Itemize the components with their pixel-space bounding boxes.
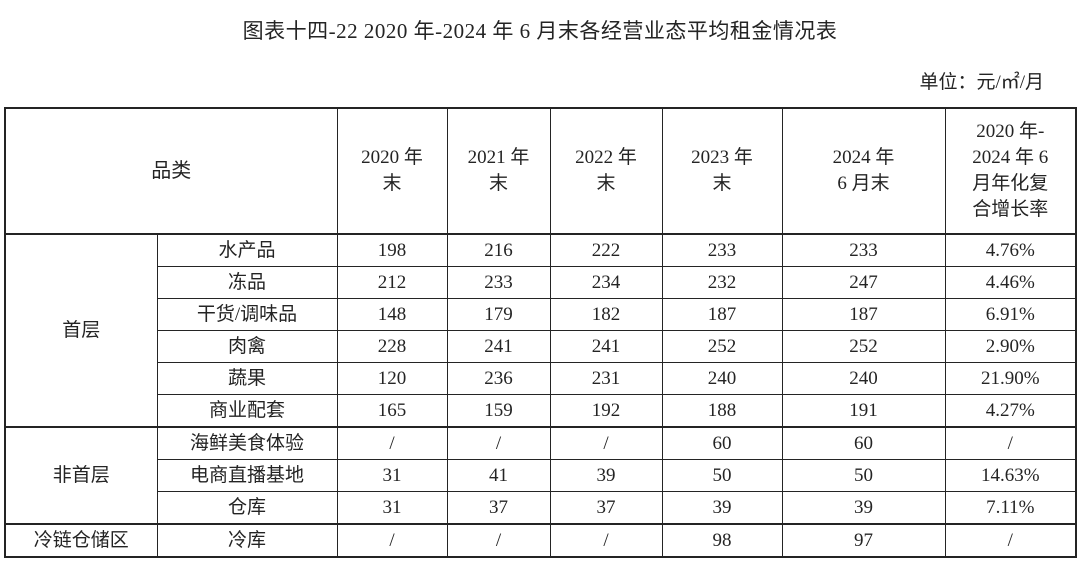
value-cell: 165 <box>336 394 448 428</box>
table-row: 仓库 31 37 37 39 39 7.11% <box>5 491 1077 525</box>
category-name: 仓库 <box>156 491 338 525</box>
header-row: 品类 2020 年 末 2021 年 末 2022 年 末 2023 年 末 2… <box>4 107 1077 235</box>
value-cell: 198 <box>336 233 448 267</box>
value-cell: 232 <box>661 266 783 299</box>
header-2020: 2020 年 末 <box>336 107 448 235</box>
value-cell: 187 <box>661 298 783 331</box>
value-cell: 234 <box>549 266 663 299</box>
value-cell: 188 <box>661 394 783 428</box>
value-cell: / <box>336 426 448 460</box>
table-row: 商业配套 165 159 192 188 191 4.27% <box>5 394 1077 428</box>
value-cell: 4.27% <box>944 394 1077 428</box>
value-cell: 31 <box>336 491 448 525</box>
value-cell: 98 <box>661 523 783 558</box>
value-cell: 50 <box>661 459 783 492</box>
value-cell: 179 <box>446 298 551 331</box>
value-cell: 41 <box>446 459 551 492</box>
header-2022: 2022 年 末 <box>549 107 663 235</box>
value-cell: 60 <box>781 426 946 460</box>
table-row: 蔬果 120 236 231 240 240 21.90% <box>5 362 1077 395</box>
value-cell: 240 <box>661 362 783 395</box>
value-cell: 222 <box>549 233 663 267</box>
value-cell: 247 <box>781 266 946 299</box>
value-cell: 228 <box>336 330 448 363</box>
group-label: 非首层 <box>4 426 158 525</box>
unit-label: 单位：元/㎡/月 <box>919 72 1044 93</box>
value-cell: 60 <box>661 426 783 460</box>
value-cell: 212 <box>336 266 448 299</box>
value-cell: 233 <box>661 233 783 267</box>
value-cell: / <box>944 523 1077 558</box>
category-name: 肉禽 <box>156 330 338 363</box>
value-cell: 7.11% <box>944 491 1077 525</box>
value-cell: 233 <box>781 233 946 267</box>
value-cell: 120 <box>336 362 448 395</box>
value-cell: 159 <box>446 394 551 428</box>
value-cell: 97 <box>781 523 946 558</box>
value-cell: 231 <box>549 362 663 395</box>
value-cell: 31 <box>336 459 448 492</box>
value-cell: 148 <box>336 298 448 331</box>
value-cell: 37 <box>446 491 551 525</box>
group-label: 首层 <box>4 233 158 428</box>
value-cell: / <box>944 426 1077 460</box>
table-row: 冷链仓储区 冷库 / //98 97/ <box>4 523 1077 558</box>
category-name: 冷库 <box>156 523 338 558</box>
category-name: 冻品 <box>156 266 338 299</box>
table-row: 冻品 212 233 234 232 247 4.46% <box>5 266 1077 299</box>
value-cell: / <box>336 523 448 558</box>
header-2021: 2021 年 末 <box>446 107 551 235</box>
table-row: 首层 水产品 198 216 222 233 233 4.76% <box>4 233 1077 428</box>
category-name: 海鲜美食体验 <box>156 426 338 460</box>
value-cell: 50 <box>781 459 946 492</box>
value-cell: 21.90% <box>944 362 1077 395</box>
value-cell: 233 <box>446 266 551 299</box>
value-cell: 182 <box>549 298 663 331</box>
category-name: 商业配套 <box>156 394 338 428</box>
value-cell: 252 <box>661 330 783 363</box>
value-cell: 241 <box>446 330 551 363</box>
rent-table: 品类 2020 年 末 2021 年 末 2022 年 末 2023 年 末 2… <box>4 107 1077 558</box>
value-cell: 2.90% <box>944 330 1077 363</box>
value-cell: / <box>446 426 551 460</box>
value-cell: 37 <box>549 491 663 525</box>
value-cell: / <box>446 523 551 558</box>
group-label: 冷链仓储区 <box>4 523 158 558</box>
table-row: 干货/调味品 148 179 182 187 187 6.91% <box>5 298 1077 331</box>
header-category: 品类 <box>4 107 338 235</box>
value-cell: 241 <box>549 330 663 363</box>
value-cell: / <box>549 426 663 460</box>
table-row: 电商直播基地 31 41 39 50 50 14.63% <box>5 459 1077 492</box>
header-cagr: 2020 年- 2024 年 6 月年化复 合增长率 <box>944 107 1077 235</box>
value-cell: 252 <box>781 330 946 363</box>
header-2023: 2023 年 末 <box>661 107 783 235</box>
value-cell: 39 <box>549 459 663 492</box>
value-cell: 14.63% <box>944 459 1077 492</box>
table-body: 首层 水产品 198 216 222 233 233 4.76% 冻品 212 233 234 232 2… <box>4 233 1077 558</box>
value-cell: 4.76% <box>944 233 1077 267</box>
value-cell: 187 <box>781 298 946 331</box>
value-cell: 192 <box>549 394 663 428</box>
header-2024-jun: 2024 年 6 月末 <box>781 107 946 235</box>
value-cell: 4.46% <box>944 266 1077 299</box>
value-cell: 39 <box>781 491 946 525</box>
table-row: 非首层 海鲜美食体验 / //60 60/ <box>4 426 1077 525</box>
value-cell: / <box>549 523 663 558</box>
value-cell: 6.91% <box>944 298 1077 331</box>
value-cell: 191 <box>781 394 946 428</box>
table-row: 肉禽 228 241 241 252 252 2.90% <box>5 330 1077 363</box>
category-name: 水产品 <box>156 233 338 267</box>
category-name: 电商直播基地 <box>156 459 338 492</box>
page-title: 图表十四-22 2020 年-2024 年 6 月末各经营业态平均租金情况表 <box>242 19 838 43</box>
value-cell: 216 <box>446 233 551 267</box>
value-cell: 39 <box>661 491 783 525</box>
value-cell: 240 <box>781 362 946 395</box>
category-name: 干货/调味品 <box>156 298 338 331</box>
value-cell: 236 <box>446 362 551 395</box>
category-name: 蔬果 <box>156 362 338 395</box>
